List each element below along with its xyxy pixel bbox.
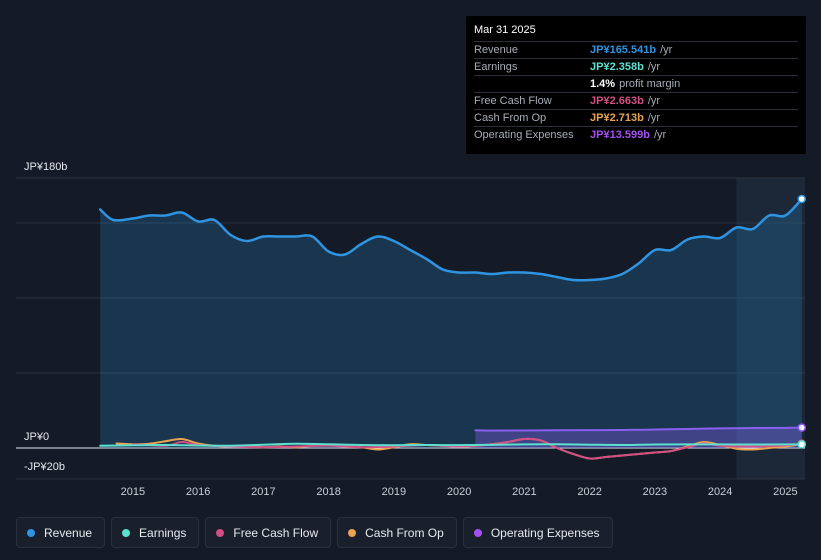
- legend-dot-icon: [216, 528, 225, 537]
- x-tick-label: 2023: [643, 486, 667, 498]
- legend-item-free-cash-flow[interactable]: Free Cash Flow: [205, 517, 332, 548]
- tooltip-panel: Mar 31 2025 Revenue JP¥165.541b/yr Earning…: [466, 16, 806, 154]
- legend-dot-icon: [27, 528, 35, 537]
- earnings-endpoint: [797, 440, 806, 449]
- tooltip-row: Earnings JP¥2.358b/yr: [474, 58, 798, 75]
- legend-item-label: Cash From Op: [365, 525, 444, 540]
- legend: Revenue Earnings Free Cash Flow Cash From O…: [16, 517, 619, 548]
- operating-expenses-area: [475, 427, 802, 448]
- tooltip-rows: Revenue JP¥165.541b/yr Earnings JP¥2.358b/y…: [474, 41, 798, 143]
- free-cash-flow-line: [131, 437, 803, 460]
- tooltip-row-unit: /yr: [647, 112, 661, 124]
- x-tick-label: 2018: [316, 486, 340, 498]
- y-tick-label-bottom: -JP¥20b: [24, 461, 65, 473]
- legend-item-earnings[interactable]: Earnings: [111, 517, 200, 548]
- revenue-endpoint: [797, 194, 806, 204]
- x-tick-label: 2016: [186, 486, 210, 498]
- legend-item-label: Free Cash Flow: [233, 525, 319, 540]
- tooltip-row-unit: /yr: [653, 129, 667, 141]
- y-tick-label-top: JP¥180b: [24, 161, 67, 173]
- legend-item-label: Operating Expenses: [490, 525, 600, 540]
- legend-item-label: Revenue: [44, 525, 93, 540]
- x-tick-label: 2025: [773, 486, 797, 498]
- tooltip-row-label: [474, 76, 590, 92]
- tooltip-row-unit: /yr: [647, 61, 661, 73]
- tooltip-row: Operating Expenses JP¥13.599b/yr: [474, 126, 798, 143]
- tooltip-row-unit: /yr: [647, 95, 661, 107]
- y-tick-label-zero: JP¥0: [24, 431, 49, 443]
- x-tick-label: 2022: [577, 486, 601, 498]
- legend-dot-icon: [473, 528, 482, 537]
- tooltip-row-value: JP¥165.541b: [590, 44, 657, 56]
- x-axis: 2015 2016 2017 2018 2019 2020 2021 2022 2023 2024…: [121, 486, 798, 498]
- tooltip-row: Free Cash Flow JP¥2.663b/yr: [474, 92, 798, 109]
- legend-item-label: Earnings: [139, 525, 187, 540]
- tooltip-row: Revenue JP¥165.541b/yr: [474, 41, 798, 58]
- tooltip-row: 1.4% profit margin: [474, 75, 798, 92]
- tooltip-row-value: 1.4%: [590, 78, 616, 90]
- tooltip-row-label: Cash From Op: [474, 112, 547, 124]
- legend-item-revenue[interactable]: Revenue: [16, 517, 106, 548]
- tooltip-row-value: JP¥13.599b: [590, 129, 650, 141]
- tooltip-row-label: Earnings: [474, 61, 518, 73]
- tooltip-row-label: Free Cash Flow: [474, 95, 552, 107]
- x-tick-label: 2017: [251, 486, 275, 498]
- operating-expenses-endpoint: [797, 423, 806, 432]
- tooltip-row-value: JP¥2.713b: [590, 112, 644, 124]
- tooltip-row-unit: /yr: [660, 44, 673, 56]
- legend-dot-icon: [348, 528, 357, 537]
- tooltip-date: Mar 31 2025: [474, 24, 536, 36]
- x-tick-label: 2020: [447, 486, 471, 498]
- legend-item-operating-expenses[interactable]: Operating Expenses: [462, 517, 613, 548]
- tooltip-row: Cash From Op JP¥2.713b/yr: [474, 109, 798, 126]
- grid-lines: [16, 177, 805, 480]
- x-tick-label: 2021: [512, 486, 536, 498]
- x-tick-label: 2015: [121, 486, 145, 498]
- legend-item-cash-from-op[interactable]: Cash From Op: [337, 517, 457, 548]
- x-tick-label: 2024: [708, 486, 732, 498]
- tooltip-row-unit: profit margin: [619, 78, 681, 90]
- earnings-line: [99, 442, 803, 447]
- tooltip-row-value: JP¥2.358b: [590, 61, 644, 73]
- tooltip-row-label: Operating Expenses: [474, 129, 574, 141]
- x-tick-label: 2019: [382, 486, 406, 498]
- legend-dot-icon: [122, 528, 131, 537]
- revenue-line: [98, 197, 803, 282]
- revenue-area: [100, 199, 802, 448]
- operating-expenses-line: [474, 426, 803, 432]
- tooltip-row-value: JP¥2.663b: [590, 95, 644, 107]
- tooltip-row-label: Revenue: [474, 44, 519, 56]
- series-layer: [98, 194, 806, 460]
